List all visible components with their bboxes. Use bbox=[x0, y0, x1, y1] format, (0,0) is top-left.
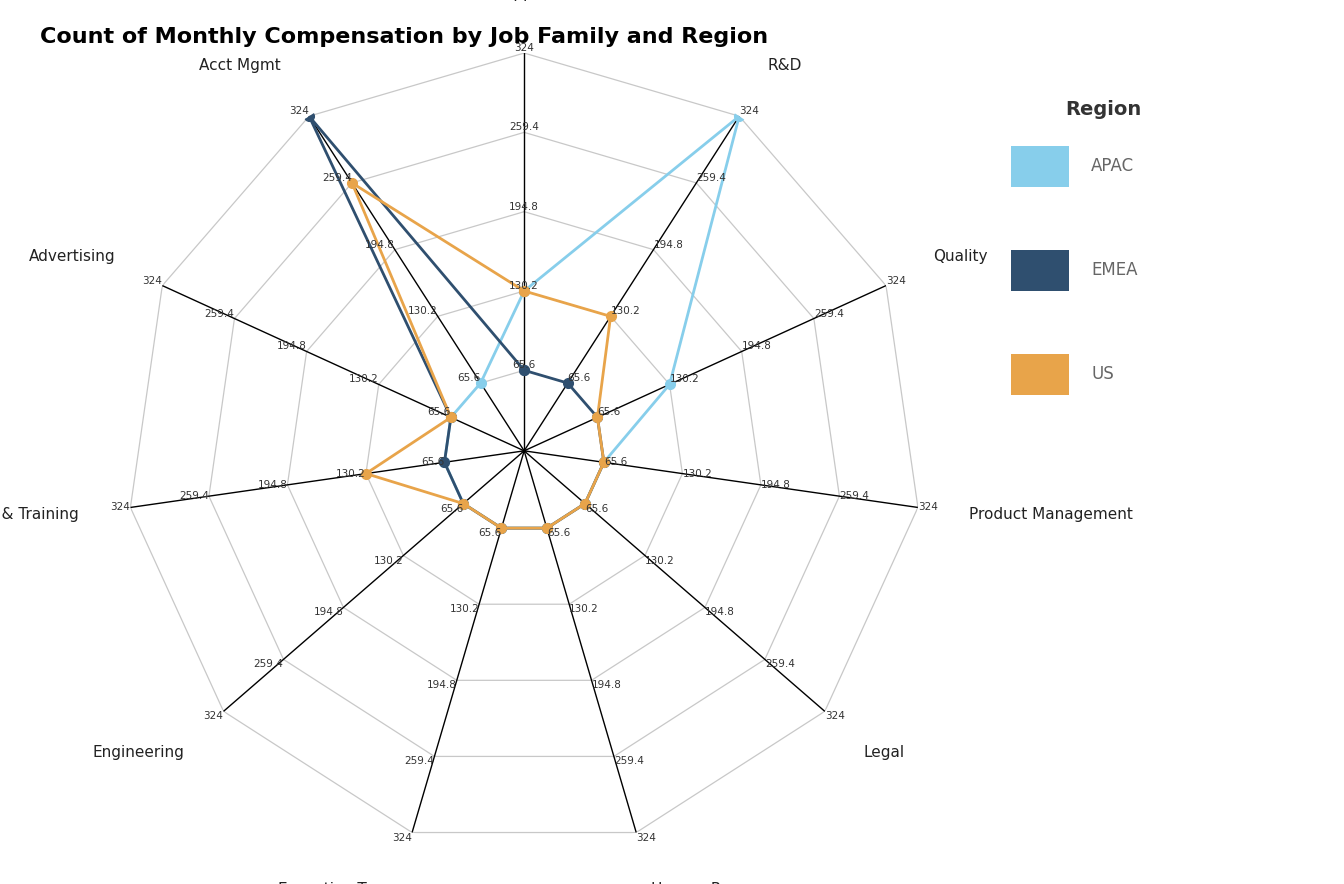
Text: 65.6: 65.6 bbox=[421, 457, 445, 468]
Text: Legal: Legal bbox=[864, 745, 905, 760]
Text: 259.4: 259.4 bbox=[696, 173, 726, 183]
Text: 324: 324 bbox=[825, 712, 844, 721]
Text: EMEA: EMEA bbox=[1091, 262, 1138, 279]
Text: 194.8: 194.8 bbox=[366, 240, 395, 249]
Text: 130.2: 130.2 bbox=[683, 469, 712, 478]
Text: 130.2: 130.2 bbox=[409, 307, 438, 316]
Text: 259.4: 259.4 bbox=[405, 757, 434, 766]
Text: Region: Region bbox=[1066, 100, 1142, 118]
Text: 130.2: 130.2 bbox=[610, 307, 640, 316]
Text: 194.8: 194.8 bbox=[509, 202, 539, 211]
Text: 324: 324 bbox=[204, 712, 223, 721]
Text: 65.6: 65.6 bbox=[439, 504, 464, 514]
Text: Acct Mgmt: Acct Mgmt bbox=[199, 57, 281, 72]
Text: 324: 324 bbox=[918, 502, 938, 513]
Text: 259.4: 259.4 bbox=[323, 173, 352, 183]
Text: 259.4: 259.4 bbox=[204, 309, 234, 318]
FancyBboxPatch shape bbox=[1011, 250, 1068, 291]
Text: 194.8: 194.8 bbox=[277, 341, 306, 352]
Text: Quality: Quality bbox=[933, 249, 988, 264]
Text: 130.2: 130.2 bbox=[669, 375, 699, 385]
Text: 324: 324 bbox=[886, 276, 906, 286]
Text: 65.6: 65.6 bbox=[603, 457, 628, 468]
Text: 324: 324 bbox=[110, 502, 130, 513]
Text: 130.2: 130.2 bbox=[570, 605, 599, 614]
Text: 130.2: 130.2 bbox=[374, 555, 403, 566]
Text: 130.2: 130.2 bbox=[349, 375, 379, 385]
Text: 130.2: 130.2 bbox=[449, 605, 478, 614]
Text: Doc & Training: Doc & Training bbox=[0, 507, 79, 522]
Text: 130.2: 130.2 bbox=[509, 281, 539, 291]
Text: 65.6: 65.6 bbox=[427, 408, 450, 417]
Text: 259.4: 259.4 bbox=[814, 309, 844, 318]
Text: 194.8: 194.8 bbox=[653, 240, 683, 249]
Text: 259.4: 259.4 bbox=[509, 122, 539, 133]
Text: 324: 324 bbox=[289, 106, 309, 116]
Text: Product Management: Product Management bbox=[969, 507, 1133, 522]
Text: 65.6: 65.6 bbox=[598, 408, 621, 417]
FancyBboxPatch shape bbox=[1011, 354, 1068, 394]
Text: 324: 324 bbox=[636, 833, 656, 842]
Text: 194.8: 194.8 bbox=[761, 480, 790, 490]
Text: 259.4: 259.4 bbox=[765, 659, 794, 669]
Text: Support: Support bbox=[493, 0, 555, 1]
Text: 194.8: 194.8 bbox=[742, 341, 771, 352]
Text: 194.8: 194.8 bbox=[591, 681, 621, 690]
Text: 324: 324 bbox=[392, 833, 413, 842]
Text: Count of Monthly Compensation by Job Family and Region: Count of Monthly Compensation by Job Fam… bbox=[40, 27, 769, 47]
Text: Engineering: Engineering bbox=[93, 745, 184, 760]
Text: 194.8: 194.8 bbox=[427, 681, 457, 690]
Text: Human Resources: Human Resources bbox=[650, 882, 789, 884]
Text: 194.8: 194.8 bbox=[258, 480, 288, 490]
Text: 259.4: 259.4 bbox=[614, 757, 644, 766]
Text: 65.6: 65.6 bbox=[585, 504, 609, 514]
Text: 324: 324 bbox=[515, 43, 534, 53]
FancyBboxPatch shape bbox=[1011, 146, 1068, 187]
Text: 130.2: 130.2 bbox=[645, 555, 675, 566]
Text: 324: 324 bbox=[142, 276, 163, 286]
Text: 65.6: 65.6 bbox=[457, 373, 481, 383]
Text: R&D: R&D bbox=[767, 57, 801, 72]
Text: 259.4: 259.4 bbox=[179, 492, 208, 501]
Text: Executive Team: Executive Team bbox=[278, 882, 398, 884]
Text: 65.6: 65.6 bbox=[512, 361, 536, 370]
Text: APAC: APAC bbox=[1091, 157, 1134, 175]
Text: US: US bbox=[1091, 365, 1114, 384]
Text: 324: 324 bbox=[739, 106, 759, 116]
Text: 194.8: 194.8 bbox=[704, 607, 735, 617]
Text: 65.6: 65.6 bbox=[547, 528, 570, 538]
Text: 259.4: 259.4 bbox=[254, 659, 284, 669]
Text: 130.2: 130.2 bbox=[336, 469, 366, 478]
Text: 259.4: 259.4 bbox=[840, 492, 870, 501]
Text: 65.6: 65.6 bbox=[478, 528, 501, 538]
Text: 194.8: 194.8 bbox=[313, 607, 344, 617]
Text: 65.6: 65.6 bbox=[567, 373, 591, 383]
Text: Advertising: Advertising bbox=[28, 249, 116, 264]
